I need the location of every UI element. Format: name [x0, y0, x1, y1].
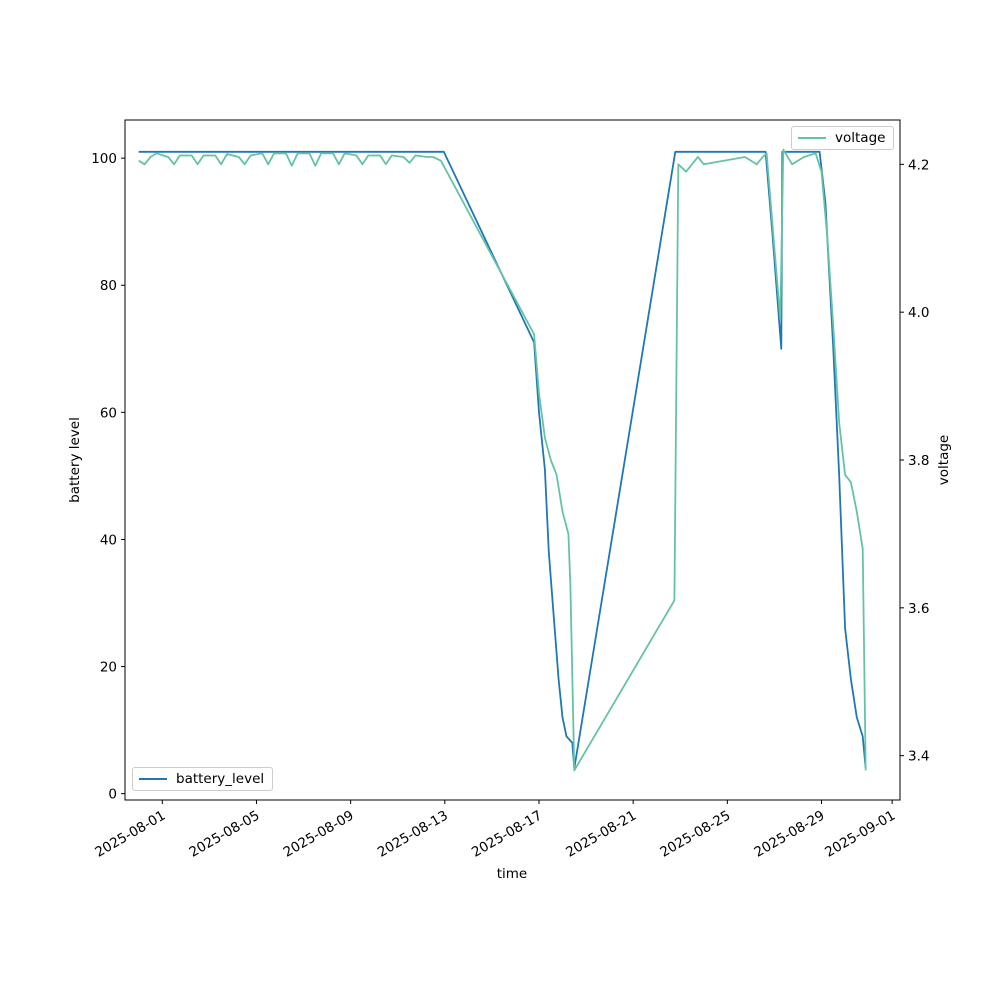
y-right-tick-label: 3.6: [908, 601, 929, 617]
x-tick-label: 2025-08-17: [469, 808, 545, 861]
legend-label-battery-level: battery_level: [176, 771, 265, 787]
y-left-tick-label: 20: [100, 660, 117, 676]
x-tick-label: 2025-08-29: [752, 808, 828, 861]
y-axis-right-label: voltage: [936, 435, 952, 485]
y-left-tick-label: 100: [91, 151, 117, 167]
y-left-tick-label: 0: [108, 787, 117, 803]
series-line-battery-level: [138, 150, 867, 770]
x-axis: 2025-08-01 2025-08-05 2025-08-09 2025-08-13…: [92, 800, 898, 861]
plot-frame: [124, 119, 901, 801]
legend-voltage: voltage: [791, 126, 895, 150]
x-tick-label: 2025-08-05: [187, 808, 263, 861]
x-axis-label: time: [497, 866, 528, 882]
x-tick-label: 2025-08-21: [563, 808, 639, 861]
y-left-tick-label: 40: [100, 532, 117, 548]
y-axis-left-label: battery level: [67, 417, 83, 503]
y-right-tick-label: 3.4: [908, 749, 929, 765]
y-axis-right: 3.4 3.6 3.8 4.0 4.2: [900, 157, 929, 765]
y-axis-left: 0 20 40 60 80 100: [91, 151, 125, 803]
y-right-tick-label: 4.2: [908, 157, 929, 173]
x-tick-label: 2025-08-09: [281, 808, 357, 861]
x-tick-label: 2025-08-13: [375, 808, 451, 861]
legend-battery-level: battery_level: [132, 767, 274, 791]
x-tick-label: 2025-08-25: [657, 808, 733, 861]
x-tick-label: 2025-09-01: [822, 808, 898, 861]
legend-label-voltage: voltage: [835, 130, 886, 146]
series-line-voltage: [138, 148, 867, 772]
y-left-tick-label: 60: [100, 405, 117, 421]
x-tick-label: 2025-08-01: [92, 808, 168, 861]
y-left-tick-label: 80: [100, 278, 117, 294]
legend-swatch-voltage: [798, 137, 826, 139]
y-right-tick-label: 4.0: [908, 305, 929, 321]
y-right-tick-label: 3.8: [908, 453, 929, 469]
legend-swatch-battery-level: [139, 778, 167, 780]
plot-lines: [138, 148, 867, 772]
